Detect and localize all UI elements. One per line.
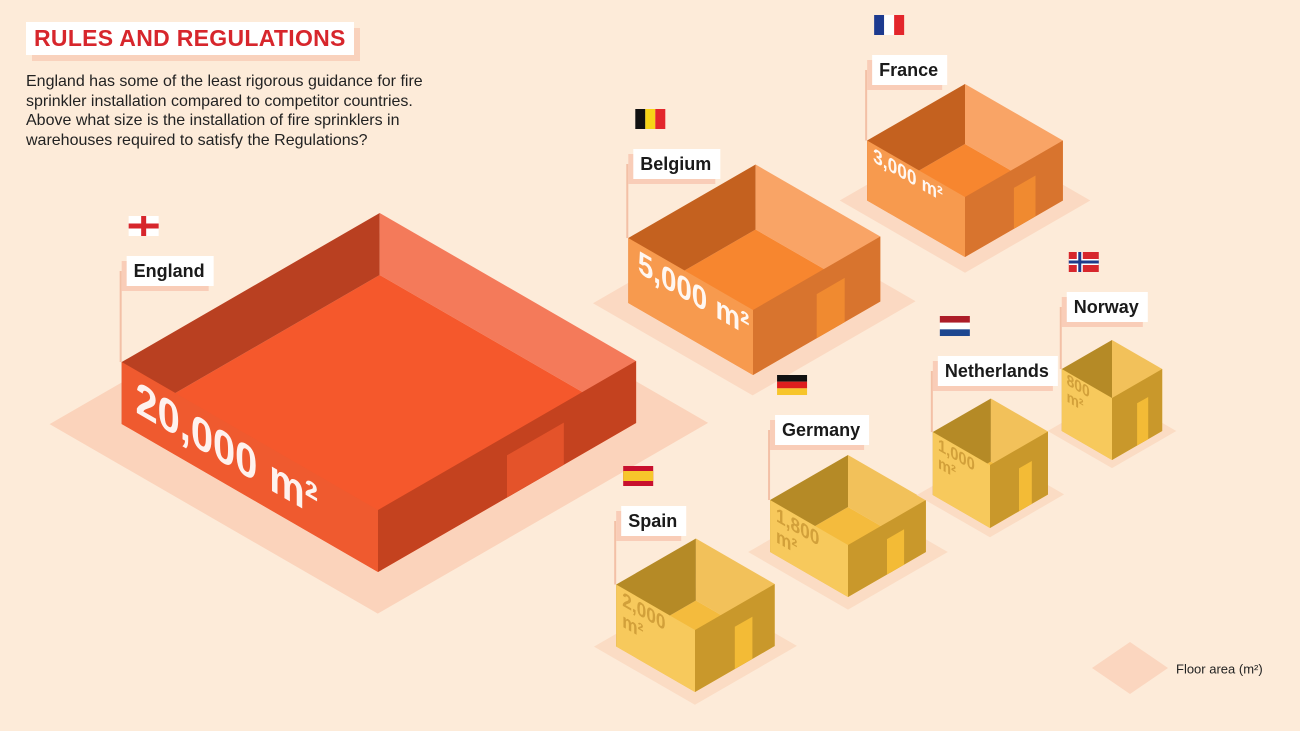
door (887, 529, 905, 575)
flag (1068, 252, 1099, 272)
flag (874, 15, 885, 35)
country-name: Netherlands (945, 361, 1049, 381)
side-wall (753, 236, 881, 375)
flag (635, 109, 666, 129)
country-name: Norway (1074, 297, 1139, 317)
label-box (872, 55, 948, 85)
flag (939, 329, 970, 337)
flag (128, 223, 159, 229)
country-name: Spain (628, 511, 677, 531)
flag (777, 375, 808, 382)
door (734, 616, 753, 669)
label-box (633, 149, 721, 179)
flag (777, 375, 808, 396)
legend-label: Floor area (m²) (1176, 661, 1263, 676)
country-name: Germany (782, 420, 860, 440)
flag (894, 15, 905, 35)
label-box (775, 415, 870, 445)
flag (939, 316, 970, 323)
front-wall (770, 500, 848, 597)
door (507, 422, 564, 498)
description: England has some of the least rigorous g… (26, 73, 423, 149)
flag (623, 471, 654, 481)
door (816, 277, 845, 339)
front-wall (616, 584, 695, 692)
flag (884, 15, 895, 35)
label-box (1066, 292, 1148, 322)
flag (777, 388, 808, 396)
legend-swatch (1092, 642, 1168, 694)
country-name: France (879, 60, 938, 80)
country-name: Belgium (640, 154, 711, 174)
flag (874, 15, 905, 35)
front-wall (867, 140, 965, 257)
door (1013, 175, 1036, 229)
label-box (937, 356, 1058, 386)
front-wall (932, 432, 990, 528)
warehouse: 3,000 m² (839, 84, 1091, 273)
flag (1068, 260, 1099, 264)
flag (939, 322, 970, 330)
label-box (126, 256, 214, 286)
front-wall (628, 238, 753, 375)
country-name: England (134, 261, 205, 281)
back-wall (379, 213, 637, 423)
warehouse: 800m² (1047, 340, 1177, 469)
door (1019, 461, 1032, 512)
warehouse: 2,000m² (594, 538, 797, 705)
warehouse: 20,000 m² (49, 213, 709, 614)
title: RULES AND REGULATIONS (26, 22, 354, 55)
front-wall (121, 362, 378, 572)
flag (655, 109, 666, 129)
warehouse: 5,000 m² (593, 164, 916, 396)
flag (623, 466, 654, 486)
warehouse: 1,800m² (748, 455, 948, 610)
door (1137, 397, 1149, 446)
label-box (621, 506, 687, 536)
flag (635, 109, 646, 129)
back-wall (121, 213, 380, 424)
flag (777, 381, 808, 389)
warehouse: 1,000m² (916, 398, 1065, 538)
flag (128, 216, 159, 236)
front-wall (1061, 369, 1112, 460)
flag (645, 109, 656, 129)
flag (939, 316, 970, 337)
side-wall (848, 500, 926, 597)
